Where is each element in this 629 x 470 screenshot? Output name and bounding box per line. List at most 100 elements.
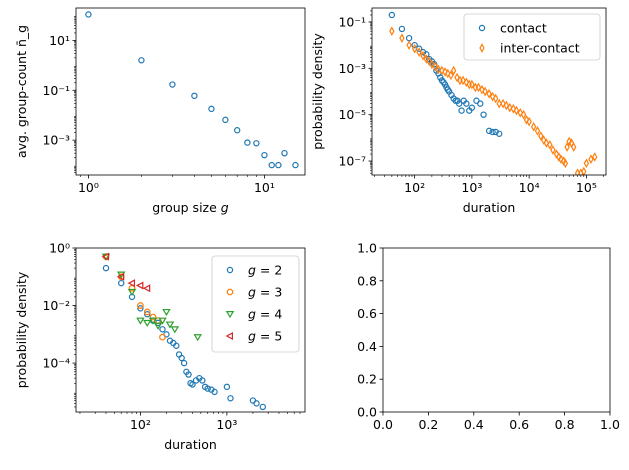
data-point xyxy=(558,154,564,165)
data-point xyxy=(153,322,163,330)
data-point xyxy=(423,54,430,64)
data-point xyxy=(261,151,268,159)
data-point xyxy=(399,33,405,43)
data-point xyxy=(429,59,435,70)
data-point xyxy=(510,103,517,114)
data-point xyxy=(102,264,110,272)
y-tick-label: 10⁻³ xyxy=(42,133,70,148)
y-tick-label: 10⁻⁷ xyxy=(338,154,366,169)
data-point xyxy=(223,383,231,391)
chart-panel-3: 10² 10³ 10⁻⁴ 10⁻² 10⁰ duration probability den… xyxy=(14,241,306,452)
data-point xyxy=(244,139,251,146)
y-axis-label: probability density xyxy=(14,271,29,388)
data-point xyxy=(463,100,470,107)
data-point xyxy=(489,128,496,136)
data-point xyxy=(173,342,180,349)
data-point xyxy=(517,108,523,118)
data-point xyxy=(162,308,171,317)
y-tick-label: 10⁻¹ xyxy=(338,14,366,29)
x-tick-label: 10³ xyxy=(216,417,237,432)
data-point xyxy=(275,161,282,169)
data-point xyxy=(564,142,570,152)
series-1 xyxy=(102,264,266,411)
data-point xyxy=(480,111,487,118)
data-point xyxy=(101,252,109,261)
data-point xyxy=(191,92,198,100)
y-tick-label: 0.6 xyxy=(357,306,377,321)
data-point xyxy=(189,381,196,388)
data-point xyxy=(420,50,426,61)
chart-panel-2: 10² 10³ 10⁴ 10⁵ 10⁻⁷ 10⁻⁵ 10⁻³ 10⁻¹ duration prob… xyxy=(310,7,607,215)
data-point xyxy=(463,77,470,88)
data-point xyxy=(442,67,448,77)
data-point xyxy=(588,154,594,165)
data-point xyxy=(547,140,553,150)
data-point xyxy=(127,288,137,296)
data-point xyxy=(170,326,180,334)
data-point xyxy=(149,313,157,321)
data-point xyxy=(398,25,406,33)
data-point xyxy=(479,84,485,95)
data-point xyxy=(180,359,188,367)
data-point xyxy=(222,116,229,124)
x-tick-label: 1.0 xyxy=(600,417,620,432)
y-axis-label: probability density xyxy=(310,33,325,150)
y-tick-label: 0.8 xyxy=(357,273,377,288)
data-point xyxy=(411,41,418,49)
data-point xyxy=(406,40,412,50)
data-point xyxy=(426,56,432,67)
data-point xyxy=(489,91,496,102)
chart-panel-4: 0.0 0.2 0.4 0.6 0.8 1.0 0.0 0.2 0.4 0.6 0.8 1.0 xyxy=(357,241,620,433)
x-tick-label: 10⁵ xyxy=(576,180,597,195)
x-tick-label: 0.0 xyxy=(373,417,393,432)
data-point xyxy=(556,152,562,162)
data-point xyxy=(135,281,144,290)
legend-marker xyxy=(225,311,235,319)
y-tick-label: 10⁰ xyxy=(49,241,70,256)
data-point xyxy=(534,126,541,136)
y-tick-label: 1.0 xyxy=(357,241,377,256)
data-point xyxy=(138,57,145,64)
data-point xyxy=(445,68,451,79)
data-point xyxy=(492,93,499,104)
x-tick-label: 0.6 xyxy=(509,417,529,432)
data-point xyxy=(455,100,463,107)
data-point xyxy=(208,105,215,113)
data-point xyxy=(148,317,158,325)
legend-label: g = 2 xyxy=(248,263,282,278)
data-point xyxy=(416,47,422,57)
data-point xyxy=(158,317,167,325)
data-point xyxy=(165,321,175,329)
legend-frame xyxy=(463,13,601,61)
data-point xyxy=(486,88,492,99)
y-tick-label: 10⁻⁴ xyxy=(42,356,70,371)
series-3 xyxy=(101,253,202,342)
data-point xyxy=(178,354,185,362)
x-axis-label: group size g xyxy=(152,200,229,215)
series-4 xyxy=(101,252,151,293)
data-point xyxy=(127,279,136,288)
data-point xyxy=(116,272,125,281)
y-tick-label: 10¹ xyxy=(49,33,70,48)
data-point xyxy=(507,102,513,113)
data-point xyxy=(411,43,418,54)
data-point xyxy=(482,86,488,97)
data-point xyxy=(227,395,234,402)
data-point xyxy=(137,305,144,312)
y-tick-label: 0.4 xyxy=(357,339,377,354)
data-point xyxy=(448,70,454,81)
data-point xyxy=(513,105,520,116)
data-point xyxy=(159,333,166,341)
data-point xyxy=(259,403,266,411)
y-tick-label: 10⁻¹ xyxy=(42,83,70,98)
data-point xyxy=(85,11,92,18)
plot-frame xyxy=(382,247,611,413)
data-point xyxy=(137,302,144,309)
axis-ticks: 10² 10³ 10⁻⁴ 10⁻² 10⁰ xyxy=(42,241,301,432)
legend-label: g = 5 xyxy=(248,329,282,344)
y-tick-label: 0.2 xyxy=(357,372,377,387)
data-point xyxy=(530,121,537,132)
data-point xyxy=(281,149,288,157)
series-1 xyxy=(85,11,299,169)
